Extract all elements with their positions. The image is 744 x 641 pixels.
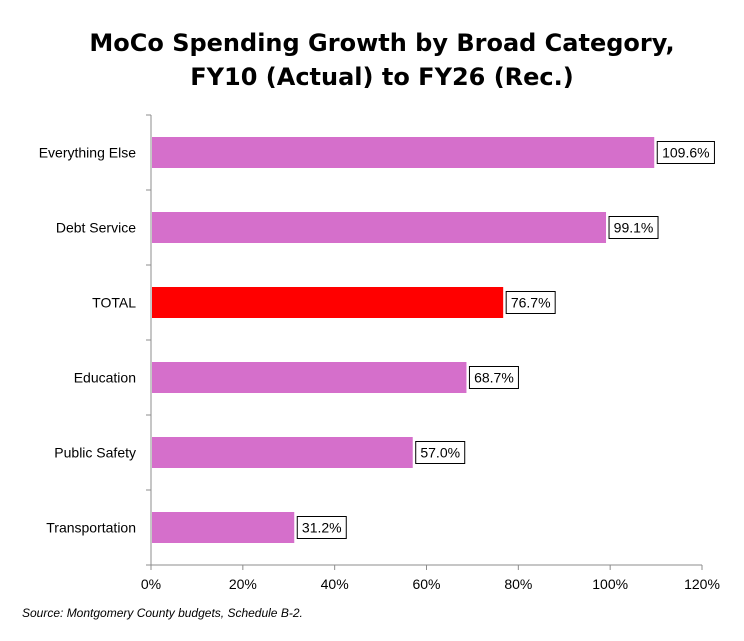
category-label: Transportation [46,520,136,536]
bar [152,212,607,243]
data-label: 68.7% [474,370,514,386]
bar [152,437,413,468]
data-label-box [608,216,659,239]
x-tick-label: 120% [684,576,720,592]
chart-title-line-1: MoCo Spending Growth by Broad Category, [89,29,675,57]
data-label-box [415,441,466,464]
x-tick-label: 80% [504,576,532,592]
data-label-box [296,516,347,539]
bar [152,512,295,543]
chart-title: MoCo Spending Growth by Broad Category, … [0,26,744,94]
data-label: 99.1% [614,220,654,236]
category-label: Education [74,370,136,386]
source-note: Source: Montgomery County budgets, Sched… [22,606,303,620]
chart-title-line-2: FY10 (Actual) to FY26 (Rec.) [190,63,574,91]
x-tick-label: 20% [229,576,257,592]
x-tick-label: 100% [592,576,628,592]
data-label-box [468,366,519,389]
category-label: TOTAL [92,295,136,311]
category-label: Public Safety [54,445,136,461]
x-tick-label: 40% [321,576,349,592]
data-label: 31.2% [302,520,342,536]
data-label: 76.7% [511,295,551,311]
category-label: Everything Else [39,145,136,161]
data-label: 109.6% [662,145,709,161]
category-label: Debt Service [56,220,136,236]
x-tick-label: 0% [141,576,161,592]
bar [152,137,655,168]
data-label-box [505,291,556,314]
bar [152,362,467,393]
data-label-box [656,141,715,164]
x-tick-label: 60% [412,576,440,592]
data-label: 57.0% [420,445,460,461]
bar [152,287,504,318]
